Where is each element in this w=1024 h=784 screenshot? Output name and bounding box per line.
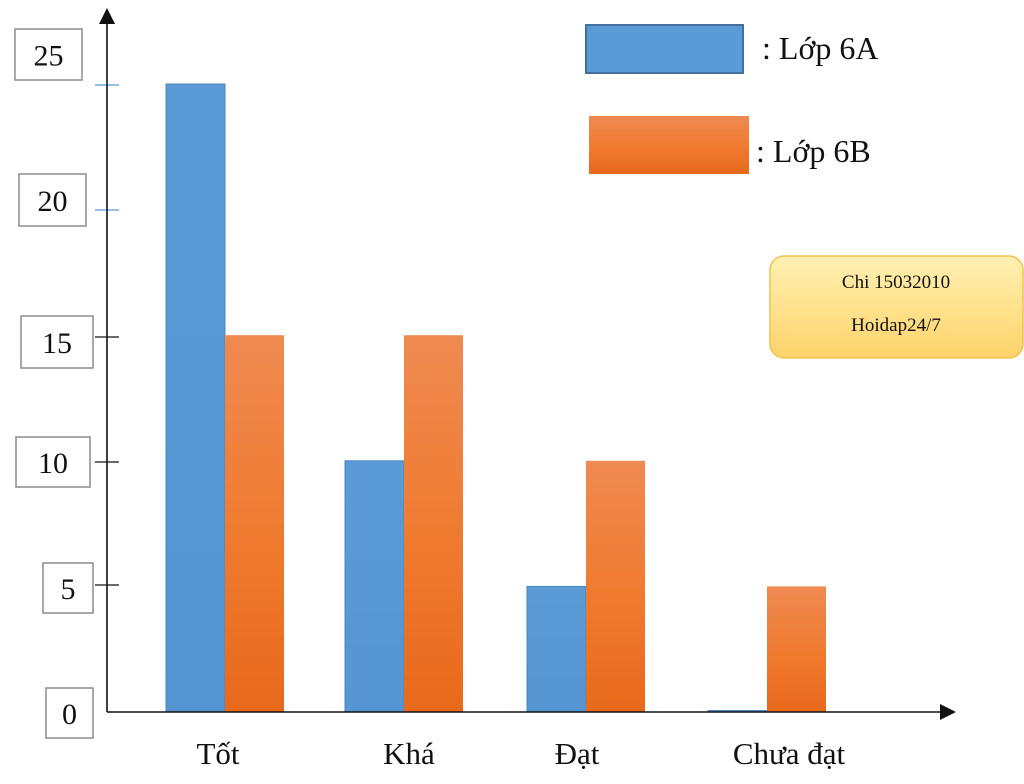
y-tick-label: 5 bbox=[61, 573, 76, 606]
legend-label-6a: : Lớp 6A bbox=[762, 30, 878, 66]
y-tick-label: 15 bbox=[42, 327, 72, 360]
y-tick-20: 20 bbox=[18, 173, 87, 227]
bars-group bbox=[165, 83, 826, 713]
bar-6b-2 bbox=[404, 335, 463, 712]
note-box bbox=[769, 255, 1024, 359]
x-tick-label-4: Chưa đạt bbox=[733, 736, 846, 771]
x-tick-label-1: Tốt bbox=[196, 736, 239, 771]
y-tick-label: 10 bbox=[38, 447, 68, 480]
bar-6a-1 bbox=[165, 83, 226, 713]
note-line-2: Hoidap24/7 bbox=[851, 315, 941, 336]
y-tick-25: 25 bbox=[14, 28, 83, 81]
y-tick-box bbox=[15, 436, 91, 488]
legend-label-6b: : Lớp 6B bbox=[756, 133, 871, 169]
x-tick-labels: Tốt Khá Đạt Chưa đạt bbox=[196, 736, 845, 771]
bar-6b-1 bbox=[225, 335, 284, 712]
note-line-1: Chi 15032010 bbox=[842, 272, 950, 293]
bar-6b-3 bbox=[586, 460, 645, 712]
y-tick-15: 15 bbox=[20, 315, 94, 369]
bar-6b-4 bbox=[767, 586, 826, 712]
y-tick-label: 25 bbox=[34, 40, 64, 73]
y-tick-box bbox=[45, 687, 94, 739]
bar-6a-2 bbox=[344, 460, 405, 713]
legend-swatch-6b bbox=[589, 116, 749, 174]
y-tick-labels: 0 5 10 15 20 25 bbox=[14, 28, 94, 739]
legend-swatch-6a bbox=[585, 24, 744, 74]
watermark-note: Chi 15032010 Hoidap24/7 bbox=[769, 255, 1024, 359]
x-tick-label-3: Đạt bbox=[555, 736, 600, 771]
x-tick-label-2: Khá bbox=[383, 736, 435, 771]
y-tick-label: 20 bbox=[38, 185, 68, 218]
y-tick-box bbox=[20, 315, 94, 369]
bar-6a-3 bbox=[526, 585, 587, 713]
y-tick-5: 5 bbox=[42, 562, 94, 614]
y-tick-box bbox=[18, 173, 87, 227]
y-tick-box bbox=[14, 28, 83, 81]
y-tick-0: 0 bbox=[45, 687, 94, 739]
y-tick-10: 10 bbox=[15, 436, 91, 488]
legend: : Lớp 6A : Lớp 6B bbox=[585, 24, 878, 174]
y-tick-box bbox=[42, 562, 94, 614]
y-tick-label: 0 bbox=[62, 698, 77, 731]
